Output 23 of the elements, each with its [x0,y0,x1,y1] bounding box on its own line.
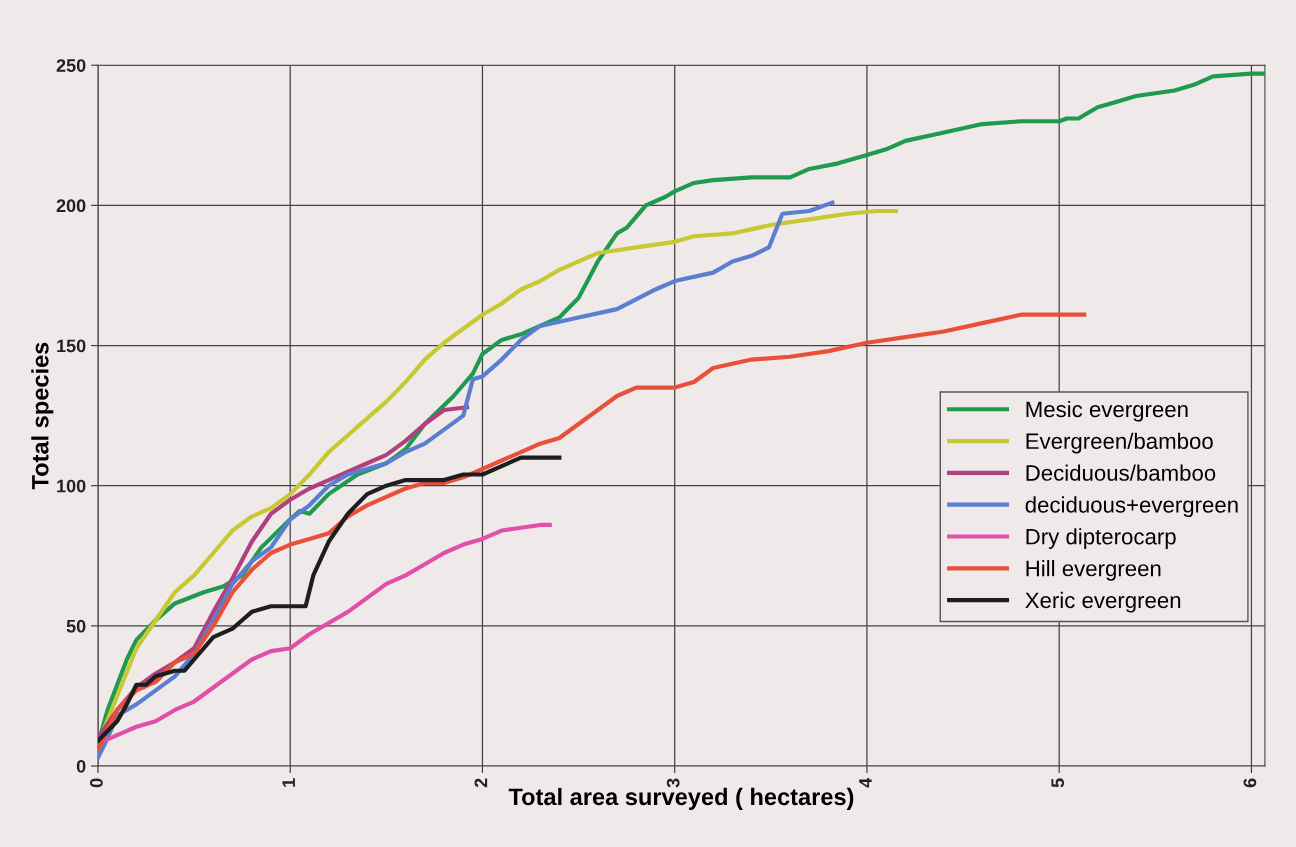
x-axis-title: Total area surveyed ( hectares) [508,787,854,810]
x-tick-label: 1 [282,778,295,787]
x-tick-label: 4 [859,777,872,788]
y-tick-label: 0 [76,759,86,773]
legend-label: deciduous+evergreen [1025,496,1238,518]
x-tick-label: 6 [1243,778,1257,788]
legend-label: Xeric evergreen [1025,591,1181,613]
y-tick-label: 250 [56,59,86,72]
y-axis-title: Total species [31,342,54,490]
x-tick-label: 3 [666,778,680,788]
x-tick-label: 5 [1051,778,1065,788]
x-tick-label: 0 [90,778,103,788]
legend-label: Hill evergreen [1026,560,1161,581]
y-tick-label: 150 [57,339,86,353]
x-tick-label: 2 [474,778,488,788]
y-tick-label: 50 [66,619,86,633]
legend-label: Mesic evergreen [1026,400,1188,422]
line-series [97,455,562,743]
y-tick-label: 200 [56,199,86,213]
legend-label: Deciduous/bamboo [1026,464,1216,481]
y-tick-label: 100 [57,479,86,493]
legend-label: Dry dipterocarp [1026,528,1176,549]
legend-label: Evergreen/bamboo [1026,432,1213,454]
